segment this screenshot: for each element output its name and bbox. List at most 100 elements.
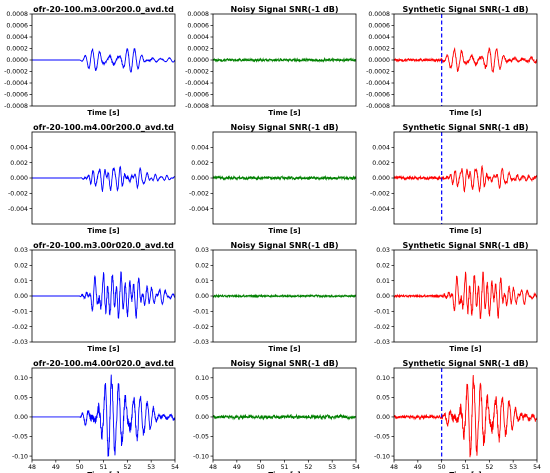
panel-title: Noisy Signal SNR(-1 dB) — [231, 123, 339, 132]
panel-title: Noisy Signal SNR(-1 dB) — [231, 5, 339, 14]
series-line — [32, 47, 175, 74]
panel-title: Noisy Signal SNR(-1 dB) — [231, 241, 339, 250]
y-tick-label: -0.05 — [193, 434, 209, 441]
x-tick-label: 51 — [281, 464, 289, 471]
y-tick-label: -0.01 — [193, 309, 209, 316]
subplot-r2c2: Synthetic Signal SNR(-1 dB) 0.03 0.02 0.01 0… — [374, 241, 538, 353]
y-tick-label: 0.10 — [376, 375, 390, 382]
y-tick-label: 0.002 — [191, 160, 209, 167]
y-tick-label: 0.000 — [10, 175, 28, 182]
y-tick-label: -0.0004 — [366, 80, 390, 87]
y-tick-label: 0.0004 — [6, 34, 28, 41]
x-axis-label: Time [s] — [87, 109, 119, 117]
y-tick-label: -0.10 — [193, 453, 209, 460]
y-tick-label: 0.01 — [14, 278, 28, 285]
panel-title: Noisy Signal SNR(-1 dB) — [231, 359, 339, 368]
subplot-r2c0: ofr-20-100.m3.00r020.0_avd.td 0.03 0.02 0.0… — [12, 241, 176, 353]
plot-frame — [212, 367, 357, 461]
y-tick-label: 0.00 — [195, 414, 209, 421]
y-tick-label: 0.02 — [195, 263, 209, 270]
panel-title: Synthetic Signal SNR(-1 dB) — [403, 241, 529, 250]
y-tick-label: -0.004 — [8, 206, 28, 213]
x-tick-label: 50 — [257, 464, 265, 471]
y-tick-label: -0.002 — [370, 191, 390, 198]
y-tick-label: -0.0008 — [366, 103, 390, 110]
y-tick-label: 0.03 — [195, 247, 209, 254]
y-tick-label: 0.004 — [372, 145, 390, 152]
y-tick-label: -0.004 — [370, 206, 390, 213]
x-axis-label: Time [s] — [268, 471, 300, 473]
series-line — [394, 164, 537, 193]
y-tick-label: 0.00 — [376, 293, 390, 300]
panel-title: ofr-20-100.m4.00r020.0_avd.td — [33, 359, 174, 368]
series-line — [213, 56, 356, 63]
y-tick-label: 0.10 — [14, 375, 28, 382]
y-tick-label: 0.004 — [10, 145, 28, 152]
y-tick-label: 0.0004 — [368, 34, 390, 41]
series-line — [213, 293, 356, 299]
x-tick-label: 52 — [485, 464, 493, 471]
y-tick-label: -0.01 — [12, 309, 28, 316]
x-tick-label: 52 — [304, 464, 312, 471]
panel-title: ofr-20-100.m3.00r200.0_avd.td — [33, 5, 174, 14]
x-tick-label: 51 — [462, 464, 470, 471]
y-tick-label: 0.01 — [376, 278, 390, 285]
x-tick-label: 50 — [438, 464, 446, 471]
subplot-r3c0: ofr-20-100.m4.00r020.0_avd.td 0.10 0.05 0.0… — [12, 359, 179, 473]
panel-title: Synthetic Signal SNR(-1 dB) — [403, 359, 529, 368]
series-line — [32, 374, 175, 457]
y-tick-label: 0.0008 — [368, 11, 390, 18]
y-tick-label: 0.0000 — [187, 57, 209, 64]
y-tick-label: 0.00 — [14, 293, 28, 300]
y-tick-label: 0.000 — [372, 175, 390, 182]
y-tick-label: -0.02 — [193, 324, 209, 331]
x-tick-label: 48 — [390, 464, 398, 471]
panel-title: ofr-20-100.m3.00r020.0_avd.td — [33, 241, 174, 250]
y-tick-label: -0.05 — [374, 434, 390, 441]
subplot-r2c1: Noisy Signal SNR(-1 dB) 0.03 0.02 0.01 0.00 -… — [193, 241, 357, 353]
subplot-r1c2: Synthetic Signal SNR(-1 dB) 0.004 0.002 0.0… — [370, 123, 538, 235]
panel-title: Synthetic Signal SNR(-1 dB) — [403, 123, 529, 132]
y-tick-label: -0.05 — [12, 434, 28, 441]
y-tick-label: -0.10 — [374, 453, 390, 460]
y-tick-label: 0.0000 — [368, 57, 390, 64]
y-tick-label: 0.0002 — [187, 46, 209, 53]
y-tick-label: 0.00 — [195, 293, 209, 300]
series-line — [394, 374, 537, 458]
subplot-r3c1: Noisy Signal SNR(-1 dB) 0.10 0.05 0.00 -0.05… — [193, 359, 360, 473]
y-tick-label: -0.0006 — [185, 92, 209, 99]
x-axis-label: Time [s] — [449, 227, 481, 235]
y-tick-label: 0.0008 — [187, 11, 209, 18]
y-tick-label: -0.03 — [374, 339, 390, 346]
y-tick-label: -0.002 — [189, 191, 209, 198]
x-tick-label: 54 — [533, 464, 541, 471]
y-tick-label: 0.03 — [376, 247, 390, 254]
x-tick-label: 53 — [147, 464, 155, 471]
series-line — [32, 165, 175, 192]
y-tick-label: 0.00 — [376, 414, 390, 421]
y-tick-label: -0.002 — [8, 191, 28, 198]
y-tick-label: 0.0002 — [368, 46, 390, 53]
y-tick-label: 0.01 — [195, 278, 209, 285]
y-tick-label: 0.05 — [376, 395, 390, 402]
y-tick-label: -0.02 — [374, 324, 390, 331]
y-tick-label: -0.0004 — [185, 80, 209, 87]
y-tick-label: 0.002 — [372, 160, 390, 167]
y-tick-label: 0.0006 — [187, 23, 209, 30]
subplot-r3c2: Synthetic Signal SNR(-1 dB) 0.10 0.05 0.00 -… — [374, 359, 541, 473]
y-tick-label: -0.0006 — [366, 92, 390, 99]
x-tick-label: 49 — [52, 464, 60, 471]
x-axis-label: Time [s] — [87, 471, 119, 473]
x-tick-label: 53 — [509, 464, 517, 471]
x-axis-label: Time [s] — [87, 345, 119, 353]
y-tick-label: -0.03 — [193, 339, 209, 346]
x-axis-label: Time [s] — [268, 345, 300, 353]
panel-title: ofr-20-100.m4.00r200.0_avd.td — [33, 123, 174, 132]
x-tick-label: 51 — [100, 464, 108, 471]
subplot-r0c2: Synthetic Signal SNR(-1 dB) 0.0008 0.0006 0… — [366, 5, 538, 117]
x-axis-label: Time [s] — [449, 471, 481, 473]
series-line — [213, 174, 356, 181]
x-tick-label: 54 — [171, 464, 179, 471]
series-line — [394, 47, 537, 73]
